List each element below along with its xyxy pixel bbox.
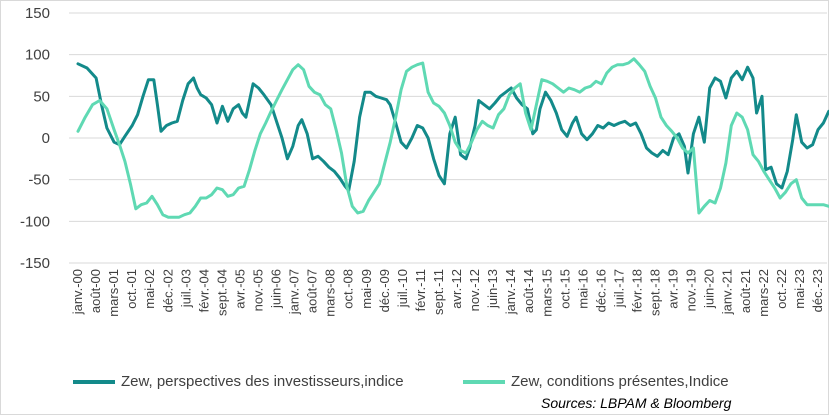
x-tick-label: juin-13 xyxy=(485,269,500,309)
x-tick-label: sept.-04 xyxy=(214,269,229,316)
x-tick-label: déc.-02 xyxy=(160,269,175,312)
x-tick-label: janv.-00 xyxy=(70,269,85,315)
y-tick-label: 100 xyxy=(25,47,50,64)
x-tick-label: janv.-07 xyxy=(287,269,302,315)
series-line-investor-expectations xyxy=(76,62,829,192)
x-tick-label: sept.-11 xyxy=(431,269,446,315)
x-tick-label: janv.-21 xyxy=(720,269,735,315)
x-tick-label: oct.-15 xyxy=(557,269,572,309)
legend-label-investor-expectations: Zew, perspectives des investisseurs,indi… xyxy=(121,373,404,390)
x-tick-label: févr.-11 xyxy=(413,269,428,311)
x-tick-label: mai-16 xyxy=(575,269,590,309)
x-tick-label: avr.-05 xyxy=(232,269,247,309)
y-tick-label: 50 xyxy=(33,88,50,105)
x-tick-label: août-14 xyxy=(521,269,536,313)
x-tick-label: oct.-08 xyxy=(341,269,356,309)
x-tick-label: mars-22 xyxy=(756,269,771,317)
x-tick-label: avr.-12 xyxy=(449,269,464,309)
x-tick-label: févr.-18 xyxy=(630,269,645,312)
x-tick-label: août-21 xyxy=(738,269,753,313)
x-tick-label: nov.-19 xyxy=(684,269,699,311)
y-tick-label: 0 xyxy=(42,130,50,147)
x-tick-label: sept.-18 xyxy=(648,269,663,316)
x-tick-label: mars-15 xyxy=(539,269,554,317)
x-tick-label: juil.-17 xyxy=(611,269,626,308)
x-tick-label: mai-02 xyxy=(142,269,157,309)
x-tick-label: mars-01 xyxy=(106,269,121,317)
x-tick-label: déc.-16 xyxy=(593,269,608,312)
x-tick-label: juin-20 xyxy=(702,269,717,309)
x-tick-label: août-00 xyxy=(88,269,103,313)
y-tick-label: -100 xyxy=(20,213,50,230)
x-tick-label: janv.-14 xyxy=(503,269,518,315)
x-tick-label: nov.-12 xyxy=(467,269,482,311)
x-tick-label: juil.-03 xyxy=(178,269,193,308)
x-tick-label: déc.-23 xyxy=(810,269,825,312)
y-tick-label: 150 xyxy=(25,5,50,22)
x-tick-label: mai-23 xyxy=(792,269,807,309)
legend-label-current-conditions: Zew, conditions présentes,Indice xyxy=(511,373,729,390)
series-line-current-conditions xyxy=(76,57,829,219)
x-tick-label: déc.-09 xyxy=(377,269,392,312)
legend-item-current-conditions: Zew, conditions présentes,Indice xyxy=(463,373,729,390)
legend-swatch-investor-expectations xyxy=(73,379,115,384)
x-tick-label: mars-08 xyxy=(323,269,338,317)
legend-item-investor-expectations: Zew, perspectives des investisseurs,indi… xyxy=(73,373,404,390)
y-tick-label: -150 xyxy=(20,255,50,272)
x-tick-label: oct.-22 xyxy=(774,269,789,309)
x-tick-label: août-07 xyxy=(305,269,320,313)
y-tick-label: -50 xyxy=(28,172,50,189)
x-tick-label: févr.-04 xyxy=(196,269,211,312)
x-tick-label: nov.-05 xyxy=(251,269,266,311)
x-tick-label: juil.-10 xyxy=(395,269,410,308)
x-tick-label: oct.-01 xyxy=(124,269,139,309)
x-tick-label: avr.-19 xyxy=(666,269,681,309)
x-tick-label: juin-06 xyxy=(269,269,284,309)
x-tick-label: mai-09 xyxy=(359,269,374,309)
source-note: Sources: LBPAM & Bloomberg xyxy=(541,395,732,411)
legend-swatch-current-conditions xyxy=(463,379,505,384)
